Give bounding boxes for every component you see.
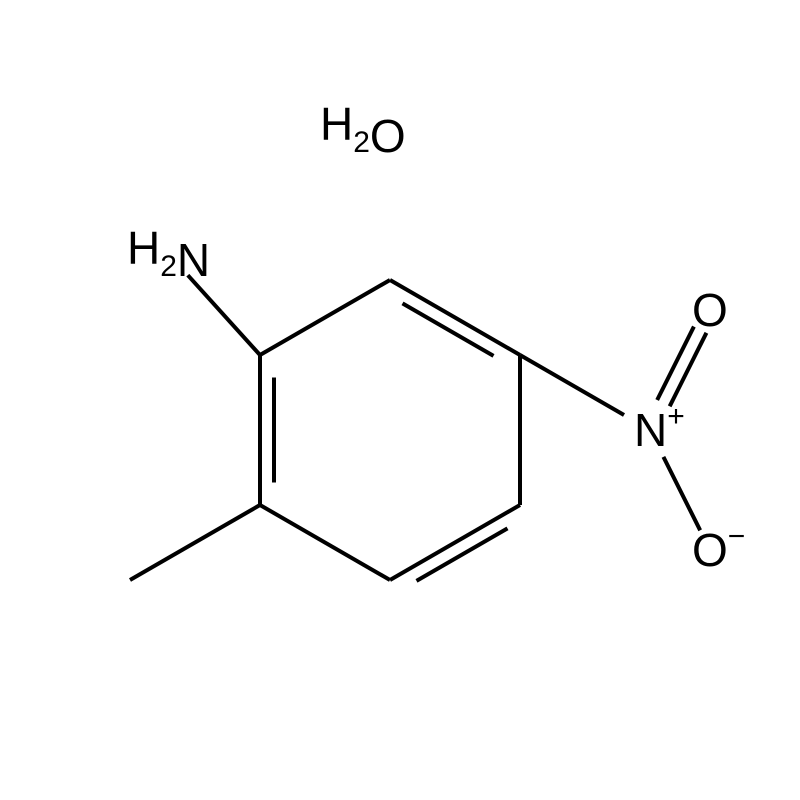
bond: [390, 505, 520, 580]
bond: [130, 505, 260, 580]
atom-label-amine: H2N: [127, 222, 210, 286]
bond: [260, 505, 390, 580]
bond: [260, 280, 390, 355]
bond: [520, 355, 624, 415]
bond: [188, 275, 260, 355]
hydrate-label: H2O: [320, 98, 406, 162]
bond: [670, 333, 707, 406]
bond: [657, 327, 694, 400]
chemical-structure-diagram: H2N N+ O O− H2O: [0, 0, 800, 800]
bond: [390, 280, 520, 355]
atom-label-o_bot: O−: [692, 520, 745, 576]
atom-label-o_top: O: [692, 284, 728, 336]
atom-label-nitro_n: N+: [634, 400, 685, 456]
bond: [663, 457, 700, 530]
